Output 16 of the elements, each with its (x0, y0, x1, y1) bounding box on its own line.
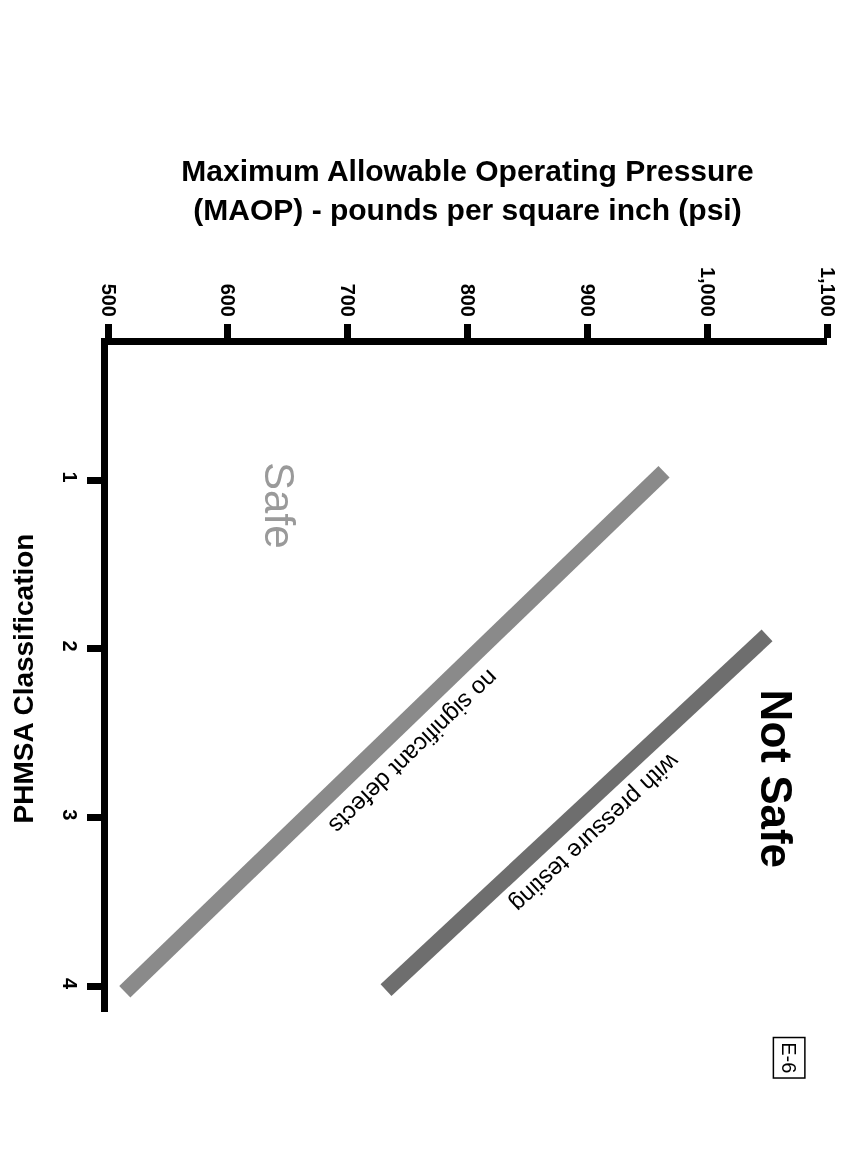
x-tick-label: 900 (576, 283, 599, 317)
annotation: Not Safe (752, 689, 802, 869)
x-tick-label: 700 (337, 283, 360, 317)
x-axis-title: Maximum Allowable Operating Pressure (MAOP) - pounds per square inch (psi) (181, 153, 754, 226)
x-tick-label: 1,000 (696, 266, 719, 317)
x-tick-label: 500 (97, 283, 120, 317)
y-tick-label: 1 (59, 471, 81, 483)
y-tick-label: 4 (59, 978, 81, 991)
y-tick-label: 2 (59, 640, 81, 652)
x-tick-label: 600 (217, 283, 240, 317)
y-tick-label: 3 (59, 809, 81, 821)
text: E-6 (778, 1042, 801, 1074)
y-axis-title: PHMSA Classification (7, 533, 39, 824)
x-tick-label: 800 (457, 283, 479, 317)
annotation: Safe (255, 462, 303, 549)
x-tick-label: 1,100 (816, 266, 839, 317)
